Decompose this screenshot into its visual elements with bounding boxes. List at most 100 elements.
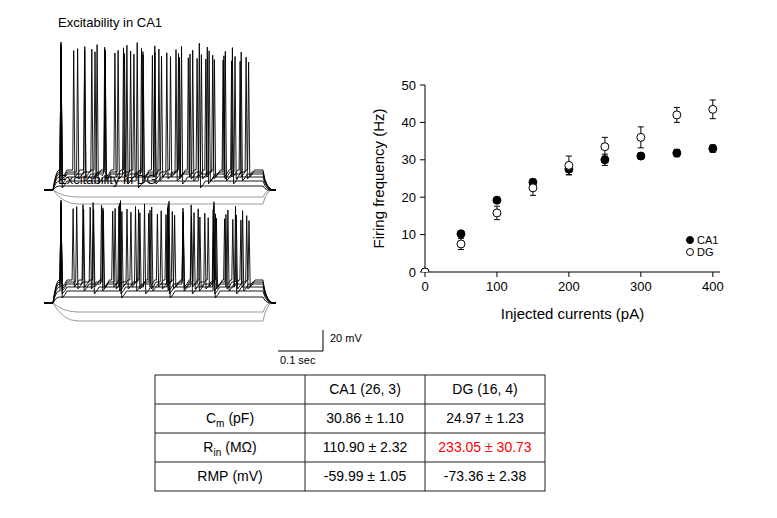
point xyxy=(709,105,717,113)
row-label: RMP(mV) xyxy=(197,468,262,484)
row-label-main: C xyxy=(206,410,216,426)
trace xyxy=(44,303,276,321)
row-label: Rin (MΩ) xyxy=(203,439,256,458)
point xyxy=(493,196,501,204)
row-label-unit: (pF) xyxy=(228,410,254,426)
y-tick-label: 0 xyxy=(409,265,416,280)
x-tick-label: 300 xyxy=(630,279,652,294)
trace xyxy=(44,50,276,190)
error-cap xyxy=(674,122,680,123)
trace xyxy=(44,42,276,190)
table-cell: -59.99 ± 1.05 xyxy=(324,468,407,484)
error-bar xyxy=(602,137,608,156)
error-cap xyxy=(674,107,680,108)
chart: 010203040500100200300400Injected current… xyxy=(370,78,724,323)
x-tick xyxy=(640,272,641,277)
x-tick xyxy=(425,272,426,277)
row-label-main: R xyxy=(203,439,213,455)
panel-title: Excitability in DG xyxy=(58,172,156,187)
plot-area xyxy=(421,100,717,272)
x-tick xyxy=(712,272,713,277)
point xyxy=(457,240,465,248)
trace xyxy=(44,206,276,303)
error-cap xyxy=(458,238,464,239)
table-cell: 24.97 ± 1.23 xyxy=(446,410,524,426)
point xyxy=(457,230,465,238)
y-axis xyxy=(425,85,426,272)
point xyxy=(421,268,429,272)
trace xyxy=(44,297,276,303)
table-rule xyxy=(155,433,545,434)
point xyxy=(565,161,573,169)
table-cell: 110.90 ± 2.32 xyxy=(323,439,408,455)
point xyxy=(709,145,717,153)
scale-label: 0.1 sec xyxy=(280,354,316,366)
trace xyxy=(44,204,276,303)
legend-label: DG xyxy=(697,246,714,258)
x-tick-label: 400 xyxy=(702,279,724,294)
point xyxy=(529,184,537,192)
trace xyxy=(44,189,276,197)
table-rule xyxy=(155,462,545,463)
error-cap xyxy=(494,219,500,220)
row-label-sub: m xyxy=(216,418,224,429)
point xyxy=(601,156,609,164)
table-cell: 233.05 ± 30.73 xyxy=(438,439,532,455)
y-tick xyxy=(420,122,425,123)
scale-bar-h xyxy=(278,351,323,352)
trace xyxy=(44,208,276,303)
point xyxy=(673,149,681,157)
y-tick-label: 40 xyxy=(402,115,416,130)
error-bar xyxy=(458,238,464,249)
table-cell: 30.86 ± 1.10 xyxy=(326,410,404,426)
error-cap xyxy=(566,174,572,175)
y-tick xyxy=(420,197,425,198)
trace-panel: Excitability in CA1 xyxy=(44,15,276,204)
error-cap xyxy=(458,249,464,250)
series xyxy=(421,100,717,272)
error-bar xyxy=(710,145,716,152)
y-tick-label: 30 xyxy=(402,152,416,167)
point xyxy=(493,209,501,217)
legend-marker xyxy=(687,237,694,244)
error-cap xyxy=(602,156,608,157)
table-rule xyxy=(305,375,306,491)
page: { "traces": [ {"title": "Excitability in… xyxy=(0,0,777,518)
trace xyxy=(44,190,276,204)
scale-label: 20 mV xyxy=(330,332,362,344)
x-tick xyxy=(496,272,497,277)
scale-bar: 20 mV 0.1 sec xyxy=(278,330,362,366)
y-tick xyxy=(420,234,425,235)
trace-panel: Excitability in DG xyxy=(44,172,276,321)
error-bar xyxy=(602,154,608,165)
trace xyxy=(44,48,276,190)
error-bar xyxy=(674,107,680,122)
table: CA1 (26, 3)DG (16, 4)Cm(pF)30.86 ± 1.102… xyxy=(155,375,545,491)
scale-bar-v xyxy=(323,330,324,351)
error-cap xyxy=(602,137,608,138)
y-tick-label: 10 xyxy=(402,227,416,242)
legend: CA1DG xyxy=(687,234,719,258)
background xyxy=(0,0,777,518)
error-bar xyxy=(638,127,644,148)
table-rule xyxy=(155,404,545,405)
x-axis-label: Injected currents (pA) xyxy=(501,305,644,322)
error-bar xyxy=(494,206,500,219)
legend-marker xyxy=(687,249,694,256)
row-label: Cm (pF) xyxy=(206,410,254,429)
trace xyxy=(44,44,276,190)
error-bar xyxy=(674,149,680,156)
y-tick-label: 20 xyxy=(402,190,416,205)
table-rule xyxy=(425,375,426,491)
x-tick xyxy=(568,272,569,277)
row-label-sub: in xyxy=(213,447,221,458)
row-label-unit: (MΩ) xyxy=(225,439,256,455)
error-cap xyxy=(710,118,716,119)
table-frame xyxy=(155,375,545,491)
error-cap xyxy=(530,180,536,181)
point xyxy=(637,152,645,160)
table-cell: -73.36 ± 2.38 xyxy=(444,468,527,484)
trace xyxy=(44,46,276,190)
x-tick-label: 100 xyxy=(486,279,508,294)
x-tick-label: 200 xyxy=(558,279,580,294)
